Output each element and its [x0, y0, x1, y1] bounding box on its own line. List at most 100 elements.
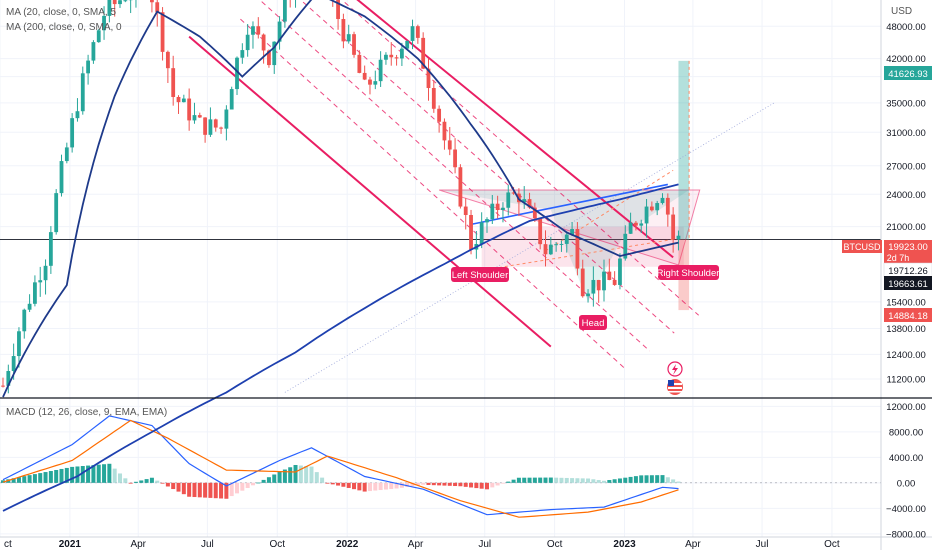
candle-down — [267, 50, 271, 66]
candle-up — [48, 232, 53, 266]
macd-histogram-bar — [352, 482, 357, 490]
macd-histogram-bar — [554, 477, 559, 483]
macd-histogram-bar — [527, 477, 532, 483]
candle-up — [192, 115, 197, 121]
candle-down — [575, 229, 580, 269]
stop-price-tag: 14884.18 — [884, 308, 932, 322]
macd-histogram-bar — [660, 475, 665, 483]
candle-up — [628, 222, 633, 234]
macd-tick-label: 8000.00 — [889, 427, 923, 438]
macd-histogram-bar — [102, 464, 107, 483]
candle-up — [240, 50, 245, 58]
us-flag-event-icon[interactable] — [667, 379, 683, 395]
candle-down — [176, 96, 181, 103]
macd-histogram-bar — [415, 482, 420, 486]
time-tick-label: 2022 — [336, 539, 359, 550]
candle-up — [548, 244, 553, 255]
candle-up — [479, 222, 484, 245]
candle-up — [102, 15, 106, 31]
candle-down — [155, 2, 160, 13]
candle-down — [256, 26, 261, 35]
macd-histogram-bar — [86, 465, 91, 483]
candle-down — [495, 203, 500, 210]
macd-histogram-bar — [671, 479, 676, 483]
candle-down — [538, 218, 543, 245]
candle-up — [618, 258, 622, 285]
candle-down — [171, 68, 176, 97]
candle-up — [6, 371, 11, 386]
candle-up — [245, 34, 250, 51]
time-tick-label: Oct — [547, 539, 563, 550]
candle-down — [394, 57, 399, 59]
macd-histogram-bar — [208, 482, 213, 498]
macd-histogram-bar — [245, 482, 250, 488]
macd-histogram-bar — [75, 466, 80, 483]
macd-histogram-bar — [389, 482, 394, 490]
channel-upper-line — [356, 0, 674, 259]
candle-up — [485, 219, 489, 223]
macd-histogram-bar — [96, 464, 101, 483]
macd-histogram-bar — [336, 482, 341, 486]
neckline — [470, 183, 668, 226]
candle-down — [219, 127, 223, 129]
candle-up — [373, 81, 378, 85]
macd-histogram-bar — [118, 473, 123, 483]
flash-event-icon[interactable] — [667, 361, 683, 377]
candle-down — [463, 206, 468, 216]
macd-histogram-bar — [564, 477, 569, 483]
price-candles — [1, 0, 681, 394]
candle-up — [655, 203, 660, 211]
ma20-line — [2, 0, 679, 398]
macd-histogram-bar — [22, 476, 27, 483]
macd-histogram-bar — [447, 482, 452, 486]
candle-down — [421, 37, 426, 69]
candle-down — [213, 119, 218, 128]
macd-histogram-bar — [548, 477, 553, 483]
macd-histogram-bar — [128, 482, 133, 484]
candle-down — [352, 34, 356, 55]
macd-histogram-bar — [479, 482, 484, 489]
candle-up — [660, 197, 665, 204]
macd-histogram-bar — [48, 471, 53, 483]
candle-up — [107, 0, 112, 16]
time-tick-label: Oct — [824, 539, 840, 550]
macd-histogram-bar — [160, 482, 165, 484]
macd-histogram-bar — [27, 475, 32, 483]
macd-histogram-bar — [16, 477, 21, 483]
symbol-price-tag[interactable]: BTCUSD 19923.00 2d 7h — [842, 240, 932, 265]
moving-averages — [2, 0, 679, 512]
macd-histogram-bar — [192, 482, 197, 498]
price-tick-label: 12400.00 — [886, 350, 926, 361]
macd-histogram-bar — [203, 482, 208, 498]
macd-histogram-bar — [362, 482, 367, 492]
macd-histogram-bar — [383, 482, 388, 490]
candle-up — [282, 0, 287, 22]
candle-down — [112, 0, 117, 5]
candle-down — [415, 26, 420, 38]
ma20-legend[interactable]: MA (20, close, 0, SMA, 5 — [6, 7, 116, 18]
macd-legend[interactable]: MACD (12, 26, close, 9, EMA, EMA) — [6, 407, 167, 418]
candle-up — [86, 60, 90, 74]
macd-histogram-bar — [596, 480, 601, 483]
candle-down — [187, 98, 192, 121]
pattern-triangle-zone — [439, 190, 690, 302]
macd-histogram-bar — [341, 482, 346, 487]
macd-histogram-bar — [235, 482, 240, 494]
macd-histogram-bar — [112, 468, 117, 483]
macd-tick-label: 0.00 — [897, 478, 916, 489]
macd-histogram-bar — [484, 482, 489, 490]
macd-histogram-bar — [665, 477, 670, 483]
countdown-text: 2d 7h — [887, 253, 910, 263]
ma200-legend[interactable]: MA (200, close, 0, SMA, 0 — [6, 22, 122, 33]
channel-inner-dashed — [261, 1, 651, 352]
macd-histogram-bar — [261, 479, 266, 483]
candle-up — [123, 0, 128, 2]
left-shoulder-label: Left Shoulder — [451, 267, 509, 282]
candle-up — [639, 223, 644, 226]
candle-down — [442, 121, 447, 141]
candle-up — [17, 331, 21, 357]
macd-histogram-bar — [676, 481, 681, 483]
macd-histogram-bar — [474, 482, 479, 489]
macd-histogram-bar — [213, 482, 218, 499]
